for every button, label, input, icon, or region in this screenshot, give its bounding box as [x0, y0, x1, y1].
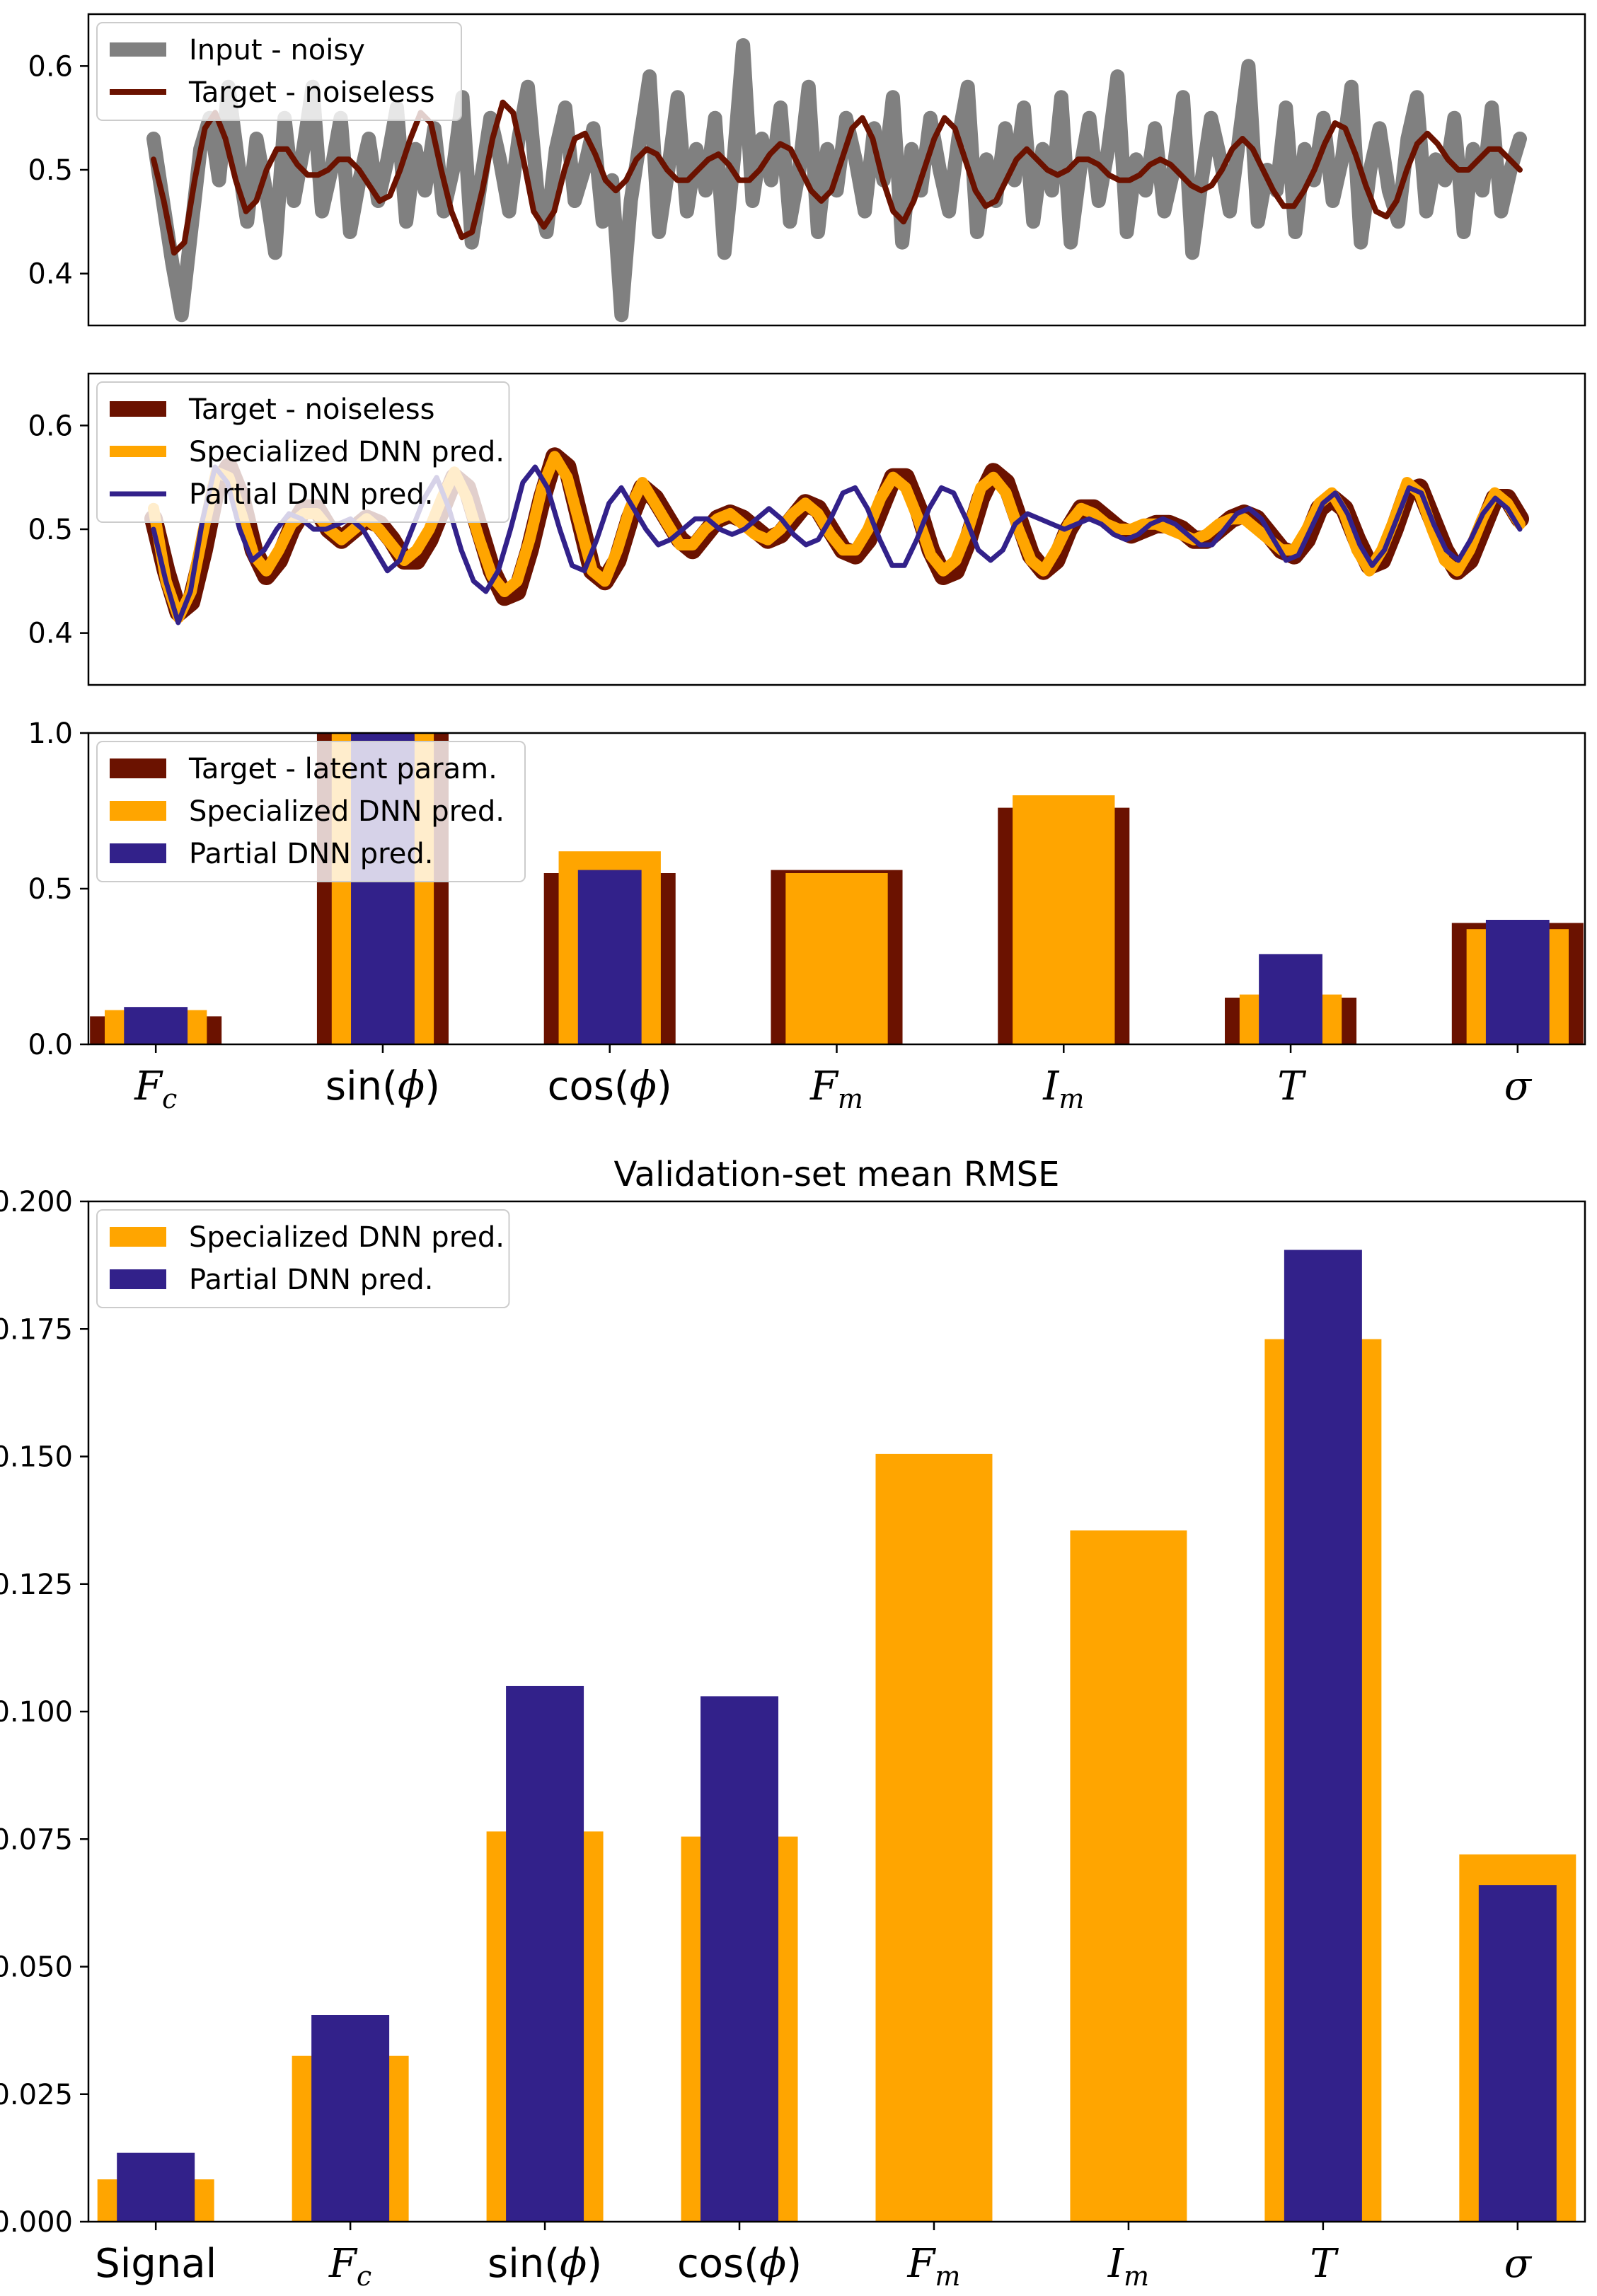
panel-0-series-line-1	[151, 99, 1523, 256]
panel-0-legend-label: Input - noisy	[189, 34, 365, 67]
noisy-input-panel: 0.4 0.5 0.6 Input - noisy Target - noiseless	[28, 13, 1586, 327]
panel-0-ytick-label: 0.5	[28, 154, 73, 187]
panel-0-ytick-label: 0.6	[28, 50, 73, 83]
panel-3-legend	[96, 1209, 510, 1308]
panel-0-ytick-label: 0.4	[28, 258, 73, 291]
panel-3-ytick-label: 0.175	[0, 1313, 73, 1346]
panel-2-ytick-label: 1.0	[28, 717, 73, 750]
panel-3-xtick-label: Im	[1107, 2241, 1149, 2292]
panel-2-legend-label: Specialized DNN pred.	[189, 795, 505, 828]
panel-2-bar-specialized-4	[1013, 795, 1115, 1044]
panel-3-bar-partial-0	[117, 2152, 195, 2222]
panel-3-bar-partial-3	[701, 1696, 779, 2222]
prediction-panel: 0.4 0.5 0.6 Target - noiseless Specialized D…	[28, 372, 1586, 686]
panel-2-bar-partial-6	[1485, 920, 1550, 1044]
panel-0-series-line-0	[146, 38, 1527, 323]
panel-2-xtick-label: Im	[1042, 1063, 1084, 1114]
panel-3-bar-partial-2	[506, 1685, 584, 2222]
panel-1-ytick-label: 0.6	[28, 410, 73, 442]
panel-2-bar-specialized-3	[785, 873, 888, 1044]
panel-2-ytick-label: 0.5	[28, 873, 73, 906]
panel-1-legend	[96, 381, 510, 523]
panel-3-xtick-label: Fm	[907, 2241, 961, 2292]
panel-3-ytick-label: 0.125	[0, 1569, 73, 1601]
panel-1-legend-label: Specialized DNN pred.	[189, 436, 505, 468]
panel-3-ytick-label: 0.075	[0, 1823, 73, 1856]
panel-2-xtick-label: sin(ϕ)	[325, 1063, 440, 1109]
panel-3-ytick-label: 0.100	[0, 1696, 73, 1729]
panel-3-ytick-label: 0.025	[0, 2079, 73, 2111]
panel-2-legend-swatch	[110, 758, 166, 778]
panel-1-legend-label: Partial DNN pred.	[189, 478, 433, 511]
panel-2-legend-swatch	[110, 843, 166, 863]
panel-3-legend-swatch	[110, 1269, 166, 1289]
panel-2-xtick-label: T	[1277, 1063, 1306, 1109]
panel-2-xtick-label: σ	[1504, 1063, 1533, 1109]
panel-1-ytick-label: 0.5	[28, 514, 73, 546]
panel-3-bar-partial-1	[311, 2014, 390, 2222]
panel-2-legend-swatch	[110, 801, 166, 821]
panel-3-legend-label: Specialized DNN pred.	[189, 1221, 505, 1254]
panel-3-bar-specialized-4	[875, 1453, 993, 2222]
panel-3-xtick-label: sin(ϕ)	[488, 2241, 602, 2287]
panel-3-xtick-label: σ	[1504, 2241, 1533, 2287]
panel-1-legend-label: Target - noiseless	[188, 393, 434, 426]
panel-3-bar-partial-6	[1284, 1250, 1362, 2222]
panel-3-bar-specialized-5	[1070, 1530, 1187, 2222]
panel-3-title: Validation-set mean RMSE	[614, 1155, 1060, 1194]
panel-2-bar-partial-5	[1259, 954, 1322, 1044]
panel-2-legend	[96, 741, 526, 882]
panel-1-series-line-1	[148, 451, 1526, 623]
panel-2-bar-partial-2	[577, 870, 642, 1044]
panel-2-xtick-label: Fc	[134, 1063, 177, 1114]
panel-3-xtick-label: T	[1310, 2241, 1339, 2287]
panel-3-ytick-label: 0.050	[0, 1951, 73, 1984]
panel-3-ytick-label: 0.000	[0, 2206, 73, 2239]
panel-3-ytick-label: 0.150	[0, 1441, 73, 1474]
panel-0-legend-label: Target - noiseless	[188, 76, 434, 109]
panel-3-legend-swatch	[110, 1227, 166, 1247]
panel-0-legend	[96, 22, 462, 121]
panel-1-series-line-2	[151, 464, 1523, 625]
panel-3-xtick-label: cos(ϕ)	[677, 2241, 802, 2287]
panel-2-xtick-label: cos(ϕ)	[548, 1063, 672, 1109]
panel-2-bar-partial-0	[124, 1007, 188, 1044]
panel-2-legend-label: Target - latent param.	[188, 753, 497, 785]
panel-3-xtick-label: Fc	[328, 2241, 371, 2292]
panel-2-ytick-label: 0.0	[28, 1029, 73, 1061]
panel-1-ytick-label: 0.4	[28, 618, 73, 650]
panel-2-xtick-label: Fm	[809, 1063, 863, 1114]
panel-2-legend-label: Partial DNN pred.	[189, 838, 433, 870]
panel-3-ytick-label: 0.200	[0, 1186, 73, 1218]
panel-3-legend-label: Partial DNN pred.	[189, 1264, 433, 1296]
panel-3-bar-partial-7	[1478, 1885, 1557, 2222]
panel-3-xtick-label: Signal	[95, 2241, 217, 2287]
